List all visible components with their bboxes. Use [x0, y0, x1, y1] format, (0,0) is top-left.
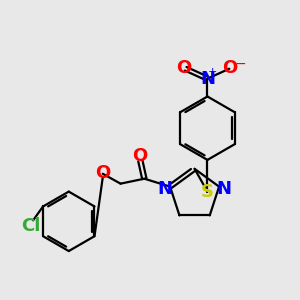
Text: O: O — [132, 147, 147, 165]
Text: +: + — [208, 67, 217, 77]
Text: N: N — [217, 180, 232, 198]
Text: N: N — [200, 70, 215, 88]
Text: O: O — [176, 59, 191, 77]
Text: Cl: Cl — [21, 217, 41, 235]
Text: O: O — [95, 164, 110, 182]
Text: −: − — [234, 57, 246, 71]
Text: N: N — [158, 180, 172, 198]
Text: S: S — [201, 183, 214, 201]
Text: O: O — [223, 59, 238, 77]
